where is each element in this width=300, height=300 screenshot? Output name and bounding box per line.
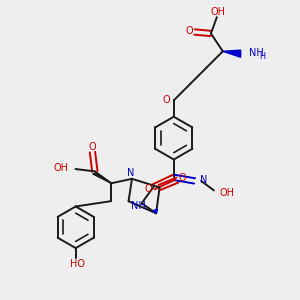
Text: NH: NH — [249, 47, 263, 58]
Text: O: O — [144, 184, 152, 194]
Text: N: N — [200, 175, 207, 185]
Text: OH: OH — [54, 163, 69, 173]
Text: O: O — [88, 142, 96, 152]
Polygon shape — [92, 174, 111, 183]
Polygon shape — [153, 209, 158, 213]
Text: O: O — [179, 172, 187, 183]
Text: O: O — [163, 95, 170, 105]
Text: HO: HO — [70, 260, 85, 269]
Text: OH: OH — [219, 188, 234, 198]
Text: NH: NH — [131, 201, 146, 211]
Polygon shape — [223, 50, 241, 57]
Text: H: H — [260, 52, 266, 61]
Text: O: O — [185, 26, 193, 36]
Text: N: N — [127, 169, 134, 178]
Text: OH: OH — [211, 7, 226, 17]
